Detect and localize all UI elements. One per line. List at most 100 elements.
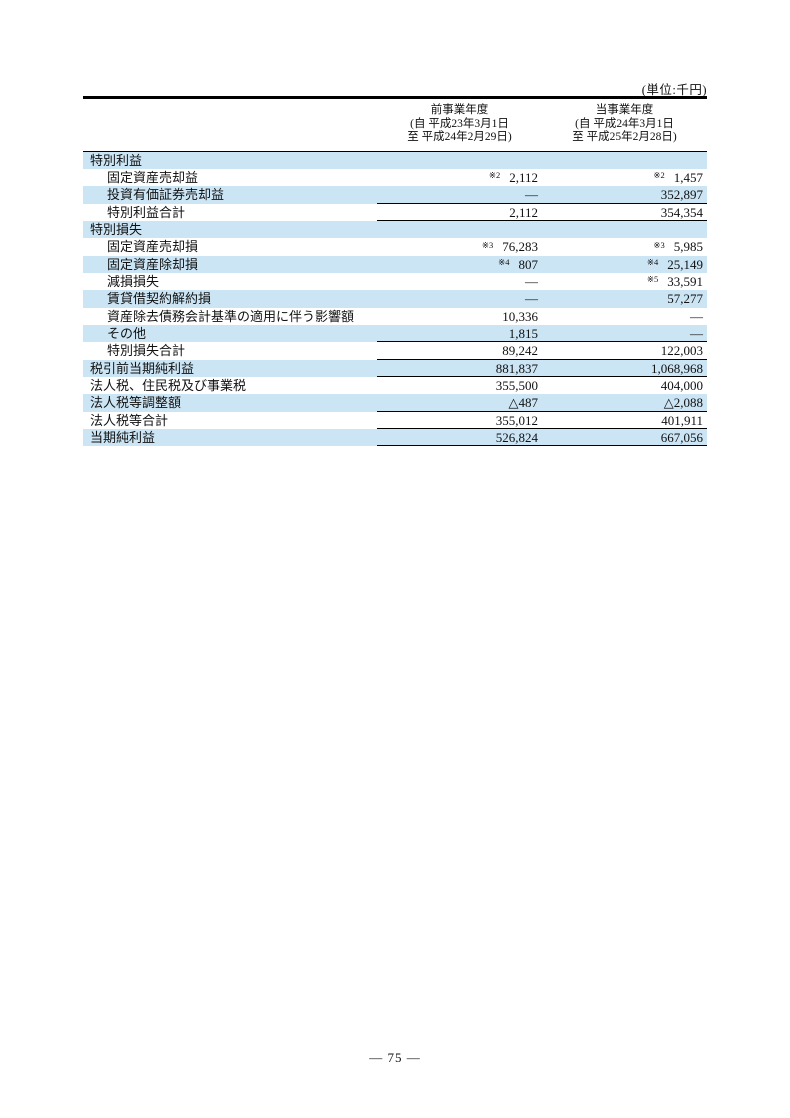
table-row: 特別損失 [83,220,707,239]
amount-previous-year: ※2 2,112 [377,169,542,186]
amount-current-year: △2,088 [542,394,707,410]
column-period-from: (自 平成23年3月1日 [410,117,509,130]
table-row: 固定資産売却損 ※3 76,283 ※3 5,985 [83,238,707,255]
row-amounts: 355,012 401,911 [377,412,707,429]
amount-value-current-year: ― [690,308,703,324]
row-amounts: 1,815 ― [377,325,707,343]
row-label: 資産除去債務会計基準の適用に伴う影響額 [107,308,355,324]
table-row: 固定資産除却損 ※4 807 ※4 25,149 [83,255,707,273]
row-label: 賃貸借契約解約損 [107,291,212,307]
table-header-row: 前事業年度 (自 平成23年3月1日 至 平成24年2月29日) 当事業年度 (… [83,99,707,152]
amount-current-year: ※3 5,985 [542,238,707,255]
amount-previous-year: 89,242 [377,342,542,358]
table-row: 税引前当期純利益 881,837 1,068,968 [83,359,707,377]
row-label: 当期純利益 [90,430,156,445]
table-row: 法人税、住民税及び事業税 355,500 404,000 [83,377,707,394]
row-label: 法人税、住民税及び事業税 [90,377,247,393]
amount-current-year: 401,911 [542,412,707,428]
amount-current-year: 122,003 [542,342,707,358]
row-label: 特別利益合計 [107,204,186,220]
amount-previous-year: ― [377,273,542,290]
amount-value-current-year: △2,088 [663,395,703,411]
amount-previous-year: △487 [377,394,542,410]
table-row: 固定資産売却益 ※2 2,112 ※2 1,457 [83,169,707,186]
amount-current-year: ― [542,308,707,325]
amount-value-current-year: 5,985 [673,239,703,255]
amount-value-previous-year: 2,112 [509,169,538,185]
note-marker-current-year: ※4 [646,257,659,268]
amount-current-year: 354,354 [542,204,707,220]
row-amounts [377,152,707,169]
amount-current-year [542,152,707,169]
row-amounts: ― ※5 33,591 [377,273,707,290]
amount-value-current-year: 25,149 [667,256,703,272]
amount-value-previous-year: 526,824 [495,430,538,445]
row-amounts: ※2 2,112 ※2 1,457 [377,169,707,186]
amount-value-previous-year: 355,012 [495,412,538,428]
row-amounts: △487 △2,088 [377,394,707,412]
amount-value-previous-year: ― [525,273,538,289]
row-label: 固定資産除却損 [107,256,199,272]
header-label-spacer [83,104,377,145]
amount-value-current-year: 354,354 [660,204,703,220]
amount-previous-year: 355,500 [377,377,542,394]
amount-current-year: 352,897 [542,186,707,202]
row-label: 特別利益 [90,152,143,168]
amount-value-previous-year: ― [525,187,538,203]
amount-value-current-year: 122,003 [660,343,703,359]
amount-current-year: ※4 25,149 [542,256,707,273]
amount-current-year: ― [542,325,707,341]
amount-value-previous-year: 2,112 [509,204,538,220]
note-marker-current-year: ※2 [653,170,665,181]
row-amounts: 89,242 122,003 [377,342,707,360]
row-label: 税引前当期純利益 [90,360,195,376]
table-row: 法人税等調整額 △487 △2,088 [83,394,707,412]
amount-current-year: ※2 1,457 [542,169,707,186]
amount-value-current-year: 33,591 [667,273,703,289]
row-amounts [377,221,707,238]
amount-previous-year: ― [377,186,542,202]
note-marker-current-year: ※3 [653,239,665,250]
amount-value-previous-year: 807 [518,256,539,272]
row-amounts: ― 57,277 [377,290,707,307]
amount-value-previous-year: 1,815 [508,325,538,341]
row-label: 特別損失 [90,221,143,237]
table-body: 特別利益 固定資産売却益 ※2 2,112 ※2 1,457 投資有 [83,151,707,447]
amount-previous-year: ― [377,290,542,307]
amount-value-previous-year: △487 [508,395,539,411]
amount-value-current-year: 404,000 [660,377,703,393]
row-label: その他 [107,325,147,341]
amount-current-year: 667,056 [542,429,707,445]
table-row: 投資有価証券売却益 ― 352,897 [83,186,707,204]
column-period-from: (自 平成24年3月1日 [575,117,674,130]
amount-previous-year: 881,837 [377,360,542,376]
table-row: 減損損失 ― ※5 33,591 [83,273,707,290]
column-period-to: 至 平成25年2月28日) [572,131,677,143]
table-row: 法人税等合計 355,012 401,911 [83,412,707,429]
amount-value-current-year: 401,911 [661,412,703,428]
row-amounts: 355,500 404,000 [377,377,707,394]
amount-previous-year: 10,336 [377,308,542,325]
amount-value-previous-year: 10,336 [502,308,538,324]
row-amounts: 526,824 667,056 [377,429,707,447]
note-marker-previous-year: ※2 [488,170,501,181]
table-row: その他 1,815 ― [83,324,707,343]
row-label: 減損損失 [107,273,160,289]
column-header-previous-fiscal-year: 前事業年度 (自 平成23年3月1日 至 平成24年2月29日) [377,104,542,145]
amount-value-current-year: 667,056 [660,430,703,445]
row-label: 固定資産売却損 [107,239,199,255]
row-label: 特別損失合計 [107,343,186,359]
note-marker-previous-year: ※4 [498,257,510,268]
amount-previous-year [377,152,542,169]
amount-value-current-year: 352,897 [660,187,703,203]
amount-value-current-year: ― [690,325,703,341]
amount-previous-year: 2,112 [377,204,542,220]
row-amounts: 2,112 354,354 [377,204,707,221]
row-amounts: 881,837 1,068,968 [377,360,707,377]
amount-current-year [542,221,707,238]
amount-value-previous-year: 881,837 [495,360,538,376]
amount-current-year: 404,000 [542,377,707,394]
amount-previous-year: 526,824 [377,429,542,445]
table-row: 特別損失合計 89,242 122,003 [83,342,707,360]
row-label: 投資有価証券売却益 [107,187,225,203]
